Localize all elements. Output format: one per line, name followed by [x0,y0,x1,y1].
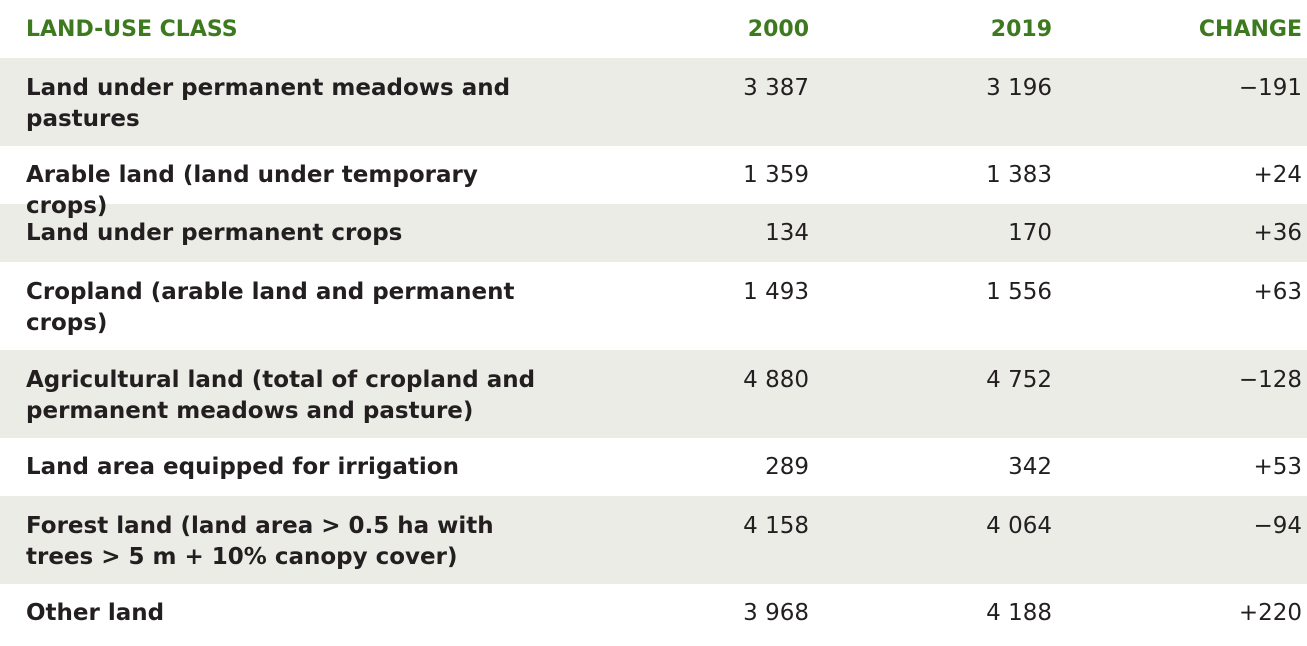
land-use-class-cell: Cropland (arable land and permanent crop… [26,279,515,336]
change-cell: −94 [1253,513,1302,539]
table-row: Forest land (land area > 0.5 ha with tre… [0,496,1307,584]
change-cell: +53 [1253,454,1302,480]
land-use-class-cell: Land under permanent crops [26,220,403,246]
value-2000-cell: 4 158 [743,513,809,539]
land-use-class-cell: Forest land (land area > 0.5 ha with tre… [26,513,494,570]
land-use-class-cell: Agricultural land (total of cropland and… [26,367,536,424]
change-cell: −191 [1238,75,1302,101]
value-2019-cell: 1 556 [986,279,1052,305]
value-2019-cell: 170 [1008,220,1052,246]
table-row: Land under permanent crops 134 170 +36 [0,204,1307,262]
land-use-class-cell: Arable land (land under temporary crops) [26,162,478,219]
value-2019-cell: 4 064 [986,513,1052,539]
change-cell: +24 [1253,162,1302,188]
value-2000-cell: 3 387 [743,75,809,101]
header-2019: 2019 [990,16,1052,42]
value-2000-cell: 1 493 [743,279,809,305]
value-2000-cell: 134 [765,220,809,246]
header-2000: 2000 [747,16,809,42]
header-change: CHANGE [1198,16,1302,42]
table-row: Cropland (arable land and permanent crop… [0,262,1307,350]
land-use-class-cell: Other land [26,600,165,626]
value-2019-cell: 4 752 [986,367,1052,393]
value-2019-cell: 4 188 [986,600,1052,626]
table-row: Arable land (land under temporary crops)… [0,146,1307,219]
value-2000-cell: 289 [765,454,809,480]
value-2000-cell: 3 968 [743,600,809,626]
value-2000-cell: 1 359 [743,162,809,188]
value-2019-cell: 1 383 [986,162,1052,188]
table-row: Other land 3 968 4 188 +220 [0,584,1307,642]
land-use-class-cell: Land under permanent meadows and pasture… [26,75,511,132]
table-row: Land under permanent meadows and pasture… [0,58,1307,146]
header-land-use-class: LAND-USE CLASS [26,16,238,42]
table-header: LAND-USE CLASS 2000 2019 CHANGE [0,0,1307,58]
value-2019-cell: 342 [1008,454,1052,480]
change-cell: −128 [1238,367,1302,393]
change-cell: +220 [1238,600,1302,626]
land-use-class-cell: Land area equipped for irrigation [26,454,459,480]
change-cell: +63 [1253,279,1302,305]
table-row: Land area equipped for irrigation 289 34… [0,438,1307,496]
value-2000-cell: 4 880 [743,367,809,393]
value-2019-cell: 3 196 [986,75,1052,101]
change-cell: +36 [1253,220,1302,246]
table-row: Agricultural land (total of cropland and… [0,350,1307,438]
